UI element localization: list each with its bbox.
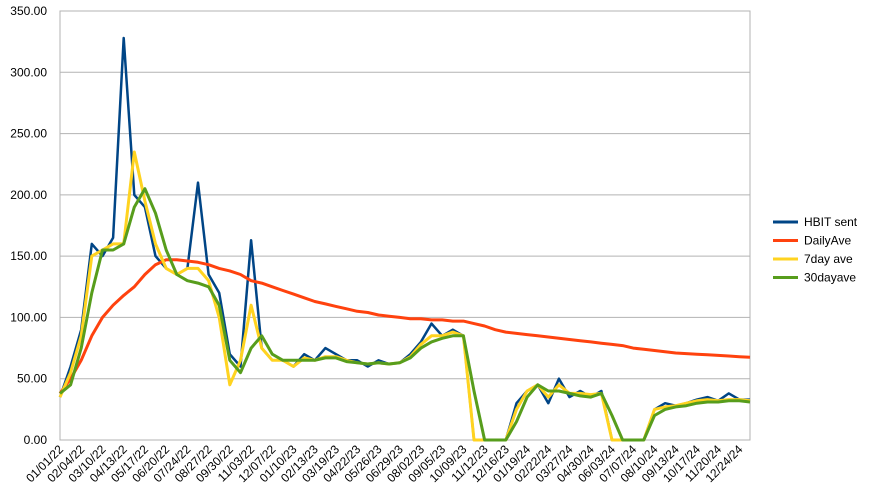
- legend-label: 30dayave: [804, 271, 856, 285]
- legend-label: HBIT sent: [804, 215, 858, 229]
- y-tick-label: 250.00: [10, 127, 47, 141]
- y-tick-label: 150.00: [10, 249, 47, 263]
- series-line: [58, 258, 751, 395]
- y-tick-label: 300.00: [10, 65, 47, 79]
- legend-label: DailyAve: [804, 234, 851, 248]
- y-tick-label: 0.00: [24, 433, 48, 447]
- y-tick-label: 100.00: [10, 310, 47, 324]
- legend-label: 7day ave: [804, 252, 853, 266]
- series-line: [59, 187, 751, 442]
- y-tick-label: 350.00: [10, 4, 47, 18]
- y-tick-label: 200.00: [10, 188, 47, 202]
- y-tick-label: 50.00: [17, 372, 47, 386]
- plot-frame: [59, 10, 751, 441]
